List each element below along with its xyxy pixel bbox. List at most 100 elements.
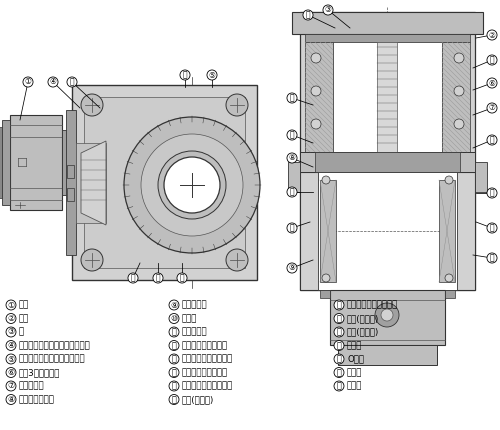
- Text: ⑱: ⑱: [490, 224, 494, 233]
- Bar: [67, 165, 74, 178]
- Text: ④: ④: [50, 77, 56, 86]
- Bar: [315, 152, 460, 172]
- Bar: [84, 97, 245, 268]
- Bar: [475, 162, 487, 192]
- Bar: [72, 85, 257, 280]
- Text: ⑥: ⑥: [488, 79, 496, 87]
- Text: ⑰: ⑰: [336, 301, 342, 310]
- Bar: [333, 42, 442, 152]
- Bar: [66, 110, 76, 255]
- Text: ⑤: ⑤: [8, 354, 14, 363]
- Text: 轴承(输出轴): 轴承(输出轴): [182, 395, 214, 404]
- Bar: [320, 180, 336, 282]
- Text: 电机小齿轮（准双曲面小齿轮）: 电机小齿轮（准双曲面小齿轮）: [19, 341, 91, 350]
- Circle shape: [124, 117, 260, 253]
- Bar: [445, 290, 455, 298]
- Text: ③: ③: [8, 328, 14, 337]
- Circle shape: [226, 249, 248, 271]
- Circle shape: [141, 134, 243, 236]
- Text: ⑩: ⑩: [170, 314, 177, 323]
- Text: ⑭: ⑭: [290, 130, 294, 139]
- Bar: [300, 152, 475, 172]
- Text: ⑧: ⑧: [288, 154, 296, 163]
- Text: 轴承（第三轴盖端）: 轴承（第三轴盖端）: [182, 368, 228, 377]
- Text: ②: ②: [488, 31, 496, 40]
- Bar: [292, 12, 483, 34]
- Text: ③: ③: [324, 6, 332, 15]
- Text: ⑮: ⑮: [172, 381, 176, 390]
- Text: 带第3轴的小齿轮: 带第3轴的小齿轮: [19, 368, 60, 377]
- Circle shape: [311, 86, 321, 96]
- Bar: [330, 290, 445, 345]
- Text: ㉓: ㉓: [336, 381, 342, 390]
- Text: ①: ①: [24, 77, 32, 86]
- Text: 箱体: 箱体: [19, 314, 29, 323]
- Text: 盖: 盖: [19, 328, 24, 337]
- Text: 电机: 电机: [19, 301, 29, 310]
- Text: ⑪: ⑪: [172, 328, 176, 337]
- Text: ⑬: ⑬: [172, 354, 176, 363]
- Circle shape: [454, 119, 464, 129]
- Text: ⑤: ⑤: [208, 71, 216, 80]
- Text: 轴承（第二轴盖端）: 轴承（第二轴盖端）: [182, 341, 228, 350]
- Bar: [318, 172, 457, 290]
- Bar: [442, 42, 470, 152]
- Bar: [300, 172, 475, 290]
- Text: ⑳: ⑳: [336, 341, 342, 350]
- Bar: [320, 290, 330, 298]
- Text: ⑱: ⑱: [336, 314, 342, 323]
- Circle shape: [445, 176, 453, 184]
- Text: ⑯: ⑯: [172, 395, 176, 404]
- Circle shape: [158, 151, 226, 219]
- Circle shape: [311, 53, 321, 63]
- Circle shape: [322, 274, 330, 282]
- Text: ⑮: ⑮: [490, 135, 494, 144]
- Circle shape: [454, 53, 464, 63]
- Text: 密封盖: 密封盖: [347, 341, 362, 350]
- Text: 空心轴输出: 空心轴输出: [182, 328, 208, 337]
- Bar: [305, 42, 333, 152]
- Text: 第二段齿轮: 第二段齿轮: [19, 381, 44, 390]
- Bar: [377, 42, 397, 152]
- Text: 轴承（第二轴箱体端）: 轴承（第二轴箱体端）: [182, 354, 233, 363]
- Text: ㉑: ㉑: [336, 354, 342, 363]
- Bar: [67, 188, 74, 201]
- Text: ㉓: ㉓: [130, 273, 136, 283]
- Text: ①: ①: [8, 301, 14, 310]
- Bar: [305, 34, 470, 42]
- Bar: [10, 115, 62, 210]
- Bar: [76, 143, 106, 223]
- Text: ⑦: ⑦: [488, 104, 496, 113]
- Text: ⑲: ⑲: [336, 328, 342, 337]
- Text: 第三段齿轮: 第三段齿轮: [182, 301, 208, 310]
- Text: 油封(输出端): 油封(输出端): [347, 314, 380, 323]
- Text: 第一段齿轮（准双曲面齿轮）: 第一段齿轮（准双曲面齿轮）: [19, 354, 86, 363]
- Bar: [62, 130, 72, 195]
- Text: ⑨: ⑨: [170, 301, 177, 310]
- Text: 密封件: 密封件: [347, 381, 362, 390]
- Text: 第三轴带小齿轮: 第三轴带小齿轮: [19, 395, 55, 404]
- Text: ㉓: ㉓: [180, 273, 184, 283]
- Text: ⑬: ⑬: [490, 55, 494, 64]
- Text: 轴承（电机轴负载端）: 轴承（电机轴负载端）: [347, 301, 398, 310]
- Text: 过滤器: 过滤器: [347, 368, 362, 377]
- Text: ⑫: ⑫: [290, 93, 294, 102]
- Text: ⑰: ⑰: [70, 77, 74, 86]
- Circle shape: [81, 249, 103, 271]
- Text: ㉒: ㉒: [336, 368, 342, 377]
- Text: ④: ④: [8, 341, 14, 350]
- Text: ⑦: ⑦: [8, 381, 14, 390]
- Circle shape: [164, 157, 220, 213]
- Bar: [300, 12, 475, 290]
- Circle shape: [381, 309, 393, 321]
- Text: O形环: O形环: [347, 354, 364, 363]
- Text: ⑲: ⑲: [182, 71, 188, 80]
- Text: ⑭: ⑭: [172, 368, 176, 377]
- Text: 轴承（第三轴箱体端）: 轴承（第三轴箱体端）: [182, 381, 233, 390]
- Polygon shape: [81, 141, 106, 225]
- Circle shape: [311, 119, 321, 129]
- Bar: [439, 180, 455, 282]
- Text: ⑨: ⑨: [288, 264, 296, 273]
- Circle shape: [322, 176, 330, 184]
- Bar: [0, 127, 2, 198]
